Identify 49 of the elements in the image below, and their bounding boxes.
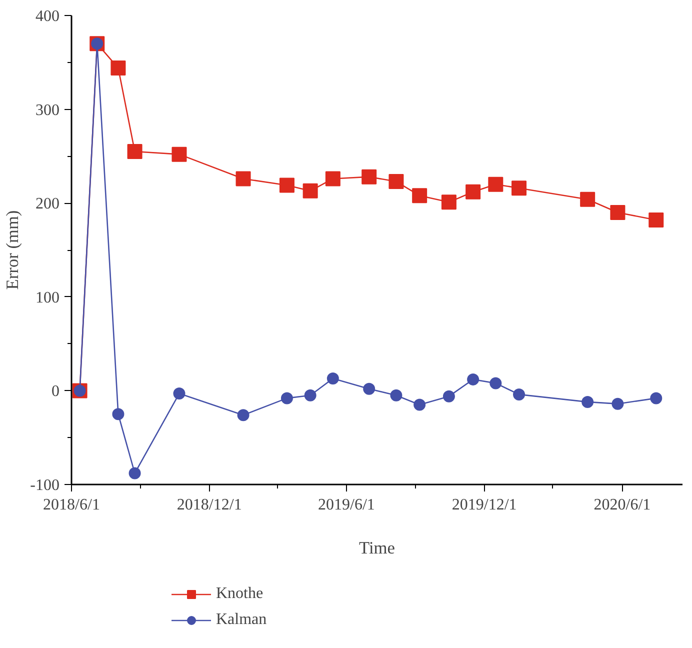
x-axis-title: Time <box>359 538 396 558</box>
point <box>467 373 480 386</box>
point <box>648 212 664 228</box>
point <box>127 144 142 160</box>
point <box>390 389 402 402</box>
y-tick-label: -100 <box>30 477 60 494</box>
y-axis-title: Error (mm) <box>3 210 22 290</box>
point <box>362 169 377 184</box>
y-tick-label: 0 <box>52 383 60 400</box>
point <box>610 204 626 220</box>
point <box>304 389 316 402</box>
point <box>582 396 594 408</box>
point <box>612 398 624 410</box>
y-tick-label: 400 <box>36 8 60 25</box>
point <box>326 372 339 384</box>
point <box>363 382 376 395</box>
point <box>488 176 504 192</box>
x-tick-label: 2020/6/1 <box>594 496 651 514</box>
point <box>442 390 455 402</box>
x-tick-label: 2018/12/1 <box>176 496 242 514</box>
point <box>237 409 250 422</box>
point <box>441 194 456 210</box>
point <box>650 392 662 404</box>
point <box>112 408 124 420</box>
y-tick-label: 100 <box>36 289 60 306</box>
y-tick-label: 200 <box>36 196 60 213</box>
point <box>414 398 426 411</box>
point <box>110 60 126 76</box>
point <box>490 377 502 390</box>
point <box>280 392 293 404</box>
legend-label: Knothe <box>216 585 264 603</box>
point <box>513 388 526 400</box>
x-tick-label: 2019/12/1 <box>452 496 517 514</box>
point <box>172 146 187 162</box>
legend-label: Kalman <box>216 611 267 629</box>
point <box>512 180 527 196</box>
point <box>412 188 428 204</box>
point <box>128 467 141 480</box>
x-tick-label: 2018/6/1 <box>43 496 100 514</box>
point <box>388 174 404 190</box>
y-tick-label: 300 <box>36 102 60 119</box>
x-tick-label: 2019/6/1 <box>318 496 375 514</box>
point <box>580 192 596 207</box>
point <box>173 388 186 400</box>
point <box>279 178 294 193</box>
point <box>466 184 481 200</box>
point <box>302 183 318 198</box>
point <box>236 171 251 186</box>
point <box>325 171 340 186</box>
